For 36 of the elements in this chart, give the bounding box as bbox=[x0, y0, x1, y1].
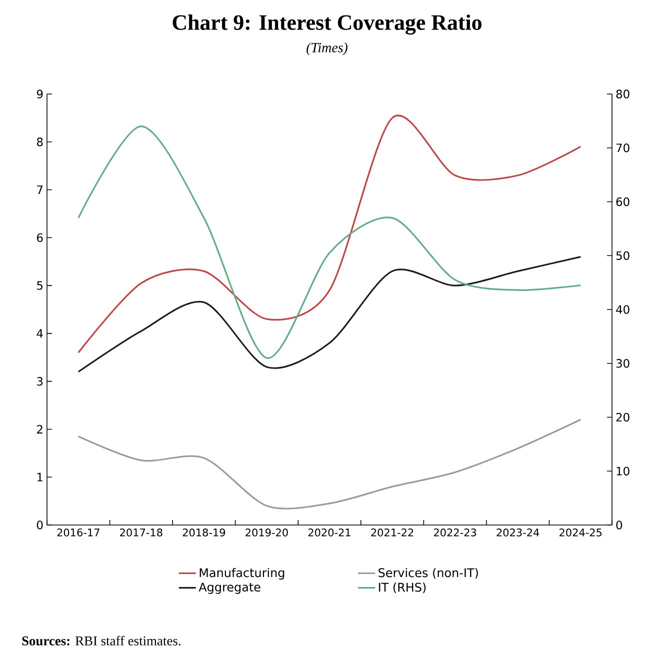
y2-tick-label: 10 bbox=[616, 466, 630, 476]
y-tick-label: 6 bbox=[36, 233, 43, 242]
x-tick-label: 2016-17 bbox=[57, 528, 100, 536]
chart-subtitle: (Times) bbox=[306, 42, 348, 56]
y2-tick-label: 80 bbox=[616, 90, 630, 98]
y-tick-label: 3 bbox=[37, 376, 43, 386]
legend-label: Services (non-IT) bbox=[378, 568, 478, 579]
legend-label: IT (RHS) bbox=[378, 582, 426, 594]
line-series bbox=[78, 256, 582, 373]
text: Sources: RBI staff estimates. bbox=[22, 636, 180, 646]
x-tick-label: 2017-18 bbox=[120, 528, 162, 536]
y-tick-label: 4 bbox=[36, 329, 43, 338]
y2-tick-label: 0 bbox=[616, 520, 622, 530]
x-tick-label: 2018-19 bbox=[182, 528, 226, 536]
y2-tick-label: 70 bbox=[616, 144, 630, 152]
legend-label: Aggregate bbox=[198, 582, 260, 594]
y2-tick-label: 50 bbox=[616, 251, 630, 260]
y2-tick-label: 40 bbox=[616, 305, 630, 314]
y-tick-label: 9 bbox=[36, 90, 43, 98]
x-tick-label: 2021-22 bbox=[371, 528, 414, 536]
x-tick-label: 2024-25 bbox=[560, 528, 602, 536]
y2-tick-label: 60 bbox=[616, 197, 630, 206]
y-tick-label: 7 bbox=[37, 186, 43, 194]
y-tick-label: 0 bbox=[36, 520, 43, 530]
y-tick-label: 2 bbox=[37, 424, 42, 434]
y-tick-label: 1 bbox=[37, 472, 42, 482]
chart-title: Chart 9: Interest Coverage Ratio bbox=[172, 14, 482, 35]
x-tick-label: 2022-23 bbox=[434, 528, 476, 536]
y-tick-label: 8 bbox=[36, 138, 43, 146]
x-tick-label: 2023-24 bbox=[496, 528, 540, 536]
y2-tick-label: 30 bbox=[616, 359, 630, 368]
x-tick-label: 2020-21 bbox=[308, 528, 350, 536]
y-tick-label: 5 bbox=[37, 281, 42, 290]
y2-tick-label: 20 bbox=[616, 412, 630, 422]
x-tick-label: 2019-20 bbox=[246, 528, 288, 536]
legend-label: Manufacturing bbox=[200, 568, 284, 580]
